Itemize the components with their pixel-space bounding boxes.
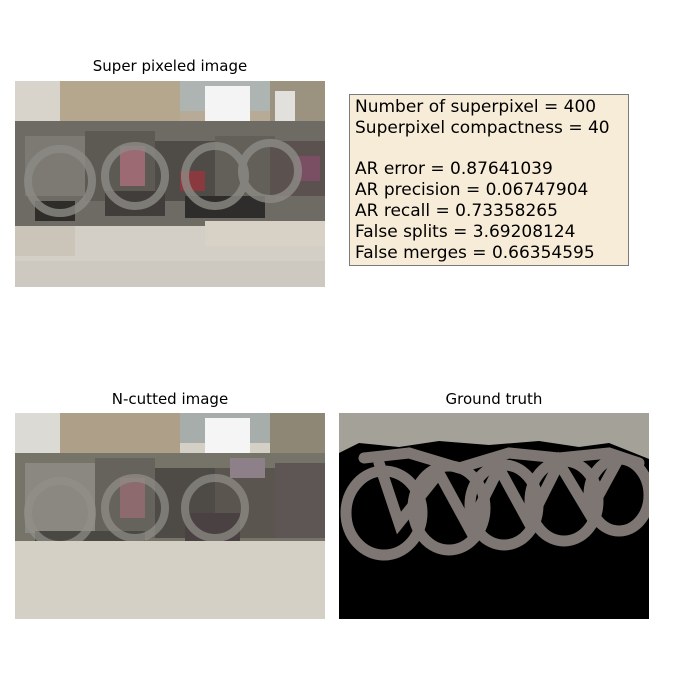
compactness-text: Superpixel compactness = 40	[355, 117, 610, 138]
ground-truth-panel-title: Ground truth	[445, 390, 543, 408]
false-splits-text: False splits = 3.69208124	[355, 221, 576, 242]
ncut-image	[15, 413, 325, 619]
ar-recall-text: AR recall = 0.73358265	[355, 200, 558, 221]
superpixel-image	[15, 81, 325, 287]
superpixel-count-text: Number of superpixel = 400	[355, 97, 597, 117]
ncut-panel-title: N-cutted image	[111, 390, 229, 408]
false-merges-text: False merges = 0.66354595	[355, 242, 595, 263]
ar-error-text: AR error = 0.87641039	[355, 159, 553, 180]
metrics-info-box: Number of superpixel = 400 Superpixel co…	[349, 94, 629, 267]
superpixel-panel-title: Super pixeled image	[92, 57, 248, 75]
ar-precision-text: AR precision = 0.06747904	[355, 180, 589, 201]
ground-truth-image	[339, 413, 649, 619]
